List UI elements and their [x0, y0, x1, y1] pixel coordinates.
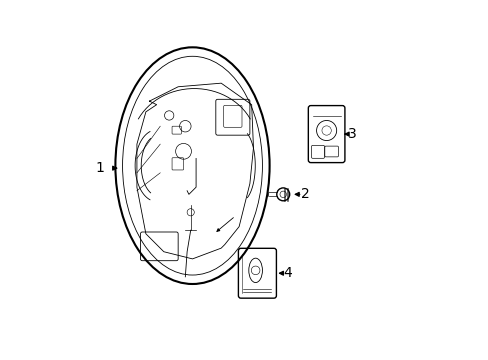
- Text: 1: 1: [96, 161, 104, 175]
- Text: 4: 4: [283, 266, 291, 280]
- Text: 3: 3: [347, 127, 356, 141]
- Text: 2: 2: [301, 187, 309, 201]
